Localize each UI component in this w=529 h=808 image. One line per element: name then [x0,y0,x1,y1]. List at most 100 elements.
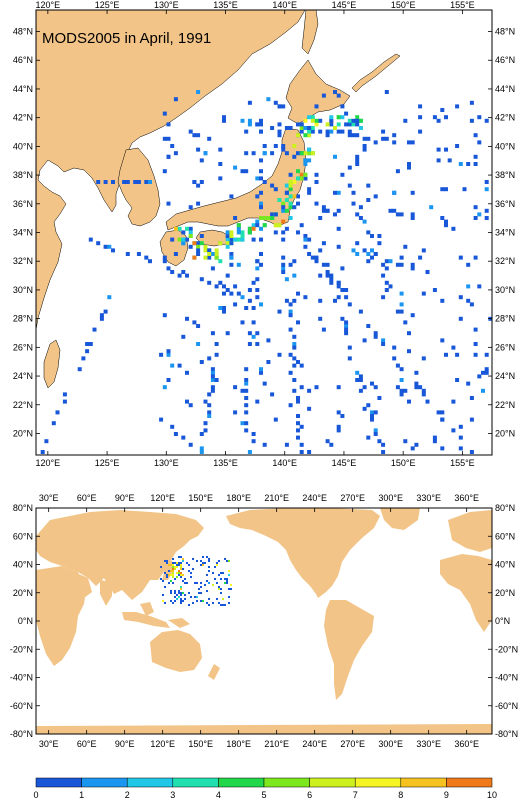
obs-cell [296,428,300,433]
obs-cell [484,352,489,357]
obs-cell [251,151,256,156]
obs-cell [399,302,404,307]
obs-cell [303,118,308,123]
obs-cell [451,399,456,404]
obs-cell [347,133,352,138]
obs-cell [247,118,252,123]
obs-cell [458,424,463,429]
obs-cell [362,219,367,224]
obs-cell [259,158,263,163]
global-lon-label-top: 30°E [39,493,59,503]
obs-cell [370,381,374,386]
obs-cell [178,572,180,574]
obs-cell [395,169,400,174]
obs-cell [262,442,267,447]
obs-cell [303,126,308,130]
obs-cell [314,122,319,127]
obs-cell [277,198,282,202]
obs-cell [229,237,234,242]
obs-cell [440,187,445,192]
obs-cell [214,248,219,253]
obs-cell [207,280,212,285]
obs-cell [186,582,188,584]
obs-cell [168,564,170,566]
obs-cell [440,298,445,303]
obs-cell [299,424,304,429]
obs-cell [240,230,245,235]
obs-cell [185,316,189,321]
obs-cell [172,572,174,574]
obs-cell [166,122,171,127]
obs-cell [407,349,411,354]
obs-cell [222,306,226,310]
obs-cell [299,151,304,156]
global-lon-label-top: 90°E [115,493,135,503]
obs-cell [236,262,241,267]
obs-cell [200,564,202,566]
lat-tick-label-right: 24°N [495,371,515,381]
obs-cell [181,237,186,242]
obs-cell [292,154,297,159]
obs-cell [373,432,378,436]
obs-cell [473,216,478,220]
obs-cell [210,266,215,271]
obs-cell [176,594,178,596]
obs-cell [255,277,260,282]
obs-cell [199,432,204,436]
obs-cell [259,302,263,307]
obs-cell [321,241,326,246]
obs-cell [377,241,382,246]
obs-cell [296,291,300,296]
obs-cell [144,180,149,184]
global-lat-label-right: 80°N [495,503,515,513]
obs-cell [247,226,252,231]
obs-cell [180,556,182,558]
obs-cell [292,363,297,368]
obs-cell [414,370,419,375]
global-lon-label-top: 240°E [302,493,327,503]
obs-cell [355,118,360,123]
global-lon-label-bottom: 150°E [188,739,213,749]
obs-cell [270,183,275,188]
obs-cell [421,248,426,253]
obs-cell [273,417,278,422]
obs-cell [440,216,445,220]
global-lat-label-right: 20°N [495,588,515,598]
lon-tick-label-bottom: 120°E [36,458,61,468]
obs-cell [288,183,293,188]
obs-cell [277,104,282,109]
global-lon-label-bottom: 180°E [226,739,251,749]
obs-cell [284,126,289,130]
obs-cell [351,133,356,138]
obs-cell [225,237,230,242]
obs-cell [303,295,308,300]
obs-cell [284,198,289,202]
obs-cell [220,572,222,574]
obs-cell [204,584,206,586]
obs-cell [347,122,352,127]
obs-cell [370,234,374,238]
obs-cell [333,90,337,94]
obs-cell [92,327,97,332]
obs-cell [440,417,445,422]
obs-cell [208,604,210,606]
obs-cell [194,596,196,598]
obs-cell [299,385,304,390]
obs-cell [207,403,212,408]
obs-cell [178,556,180,558]
obs-cell [329,442,334,447]
obs-cell [188,230,193,235]
obs-cell [436,118,441,123]
obs-cell [178,596,180,598]
obs-cell [203,399,208,404]
obs-cell [255,122,260,127]
south-america [324,600,374,700]
obs-cell [292,378,297,382]
obs-cell [281,144,286,148]
colorbar-label: 1 [79,790,84,800]
obs-cell [166,201,171,206]
obs-cell [292,273,297,278]
obs-cell [184,598,186,600]
obs-cell [166,562,168,564]
lat-tick-label-left: 42°N [13,113,33,123]
